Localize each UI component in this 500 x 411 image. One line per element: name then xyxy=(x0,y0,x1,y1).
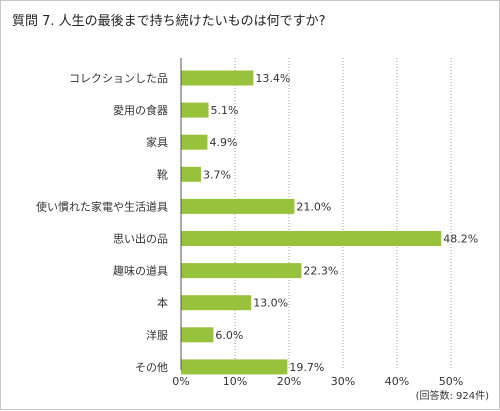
bar xyxy=(181,263,302,279)
bar xyxy=(181,198,295,214)
category-label: 靴 xyxy=(157,167,168,181)
respondent-note: (回答数: 924件) xyxy=(416,389,490,402)
data-label: 19.7% xyxy=(289,361,324,374)
data-label: 5.1% xyxy=(211,104,239,117)
category-label: 家具 xyxy=(146,135,168,149)
bar xyxy=(181,359,288,375)
bar xyxy=(181,102,209,118)
x-tick-label: 0% xyxy=(172,375,189,388)
data-label: 48.2% xyxy=(443,233,478,246)
chart-title: 質問 7. 人生の最後まで持ち続けたいものは何ですか? xyxy=(12,14,326,29)
bar xyxy=(181,327,214,343)
category-label: 趣味の道具 xyxy=(113,264,168,278)
data-label: 4.9% xyxy=(209,136,237,149)
x-tick-label: 50% xyxy=(439,375,463,388)
category-label: コレクションした品 xyxy=(69,72,168,85)
x-tick-label: 20% xyxy=(277,375,301,388)
bar xyxy=(181,70,254,86)
data-label: 13.4% xyxy=(255,72,290,85)
x-tick-label: 10% xyxy=(223,375,247,388)
category-label: その他 xyxy=(135,361,168,374)
bar xyxy=(181,166,201,182)
data-label: 21.0% xyxy=(296,200,331,213)
category-label: 本 xyxy=(157,296,168,310)
data-label: 6.0% xyxy=(215,329,243,342)
x-tick-label: 40% xyxy=(385,375,409,388)
category-label: 使い慣れた家電や生活道具 xyxy=(36,199,168,213)
x-tick-label: 30% xyxy=(331,375,355,388)
category-label: 洋服 xyxy=(146,328,168,342)
data-label: 22.3% xyxy=(303,265,338,278)
data-label: 13.0% xyxy=(253,297,288,310)
category-label: 愛用の食器 xyxy=(113,103,168,117)
bar xyxy=(181,295,252,311)
bar xyxy=(181,231,442,246)
category-label: 思い出の品 xyxy=(113,232,168,246)
data-label: 3.7% xyxy=(203,168,231,181)
bar xyxy=(181,134,208,150)
